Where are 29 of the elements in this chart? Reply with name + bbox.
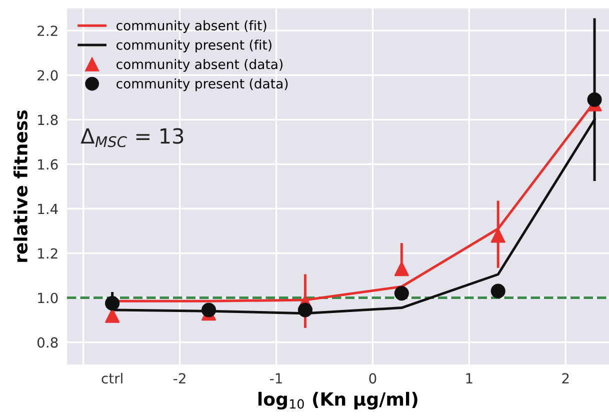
- point: [105, 296, 120, 311]
- y-tick-label: 1.0: [38, 292, 58, 304]
- x-tick-label: -1: [270, 373, 282, 384]
- y-axis-title: relative fitness: [14, 110, 28, 262]
- y-tick-label: 1.8: [38, 114, 58, 126]
- legend-label: community present (fit): [116, 40, 272, 52]
- point: [490, 284, 506, 298]
- point: [298, 302, 312, 318]
- x-tick-label: 1: [466, 373, 472, 384]
- y-tick-label: 2.2: [38, 26, 58, 36]
- x-tick-label: 2: [562, 373, 569, 384]
- x-axis-title: log$_{10}$ (Kn µg/ml): [258, 392, 418, 410]
- y-tick-label: 2.0: [38, 70, 58, 81]
- x-tick-label: -2: [174, 373, 186, 384]
- legend-label: community absent (data): [116, 58, 282, 72]
- legend-label: community absent (fit): [116, 20, 266, 34]
- y-tick-label: 1.4: [38, 204, 58, 214]
- y-tick-label: 1.6: [38, 159, 58, 170]
- x-tick-label: ctrl: [102, 372, 122, 384]
- annotation: Δ$_{MSC}$ = 13: [80, 128, 184, 148]
- y-tick-label: 0.8: [37, 337, 58, 348]
- point: [587, 92, 602, 107]
- point: [394, 286, 409, 301]
- y-tick-label: 1.2: [38, 248, 58, 259]
- point: [490, 228, 506, 243]
- point: [201, 302, 216, 318]
- point: [394, 262, 409, 276]
- legend-label: community present (data): [116, 78, 288, 92]
- x-tick-label: 0: [369, 373, 376, 384]
